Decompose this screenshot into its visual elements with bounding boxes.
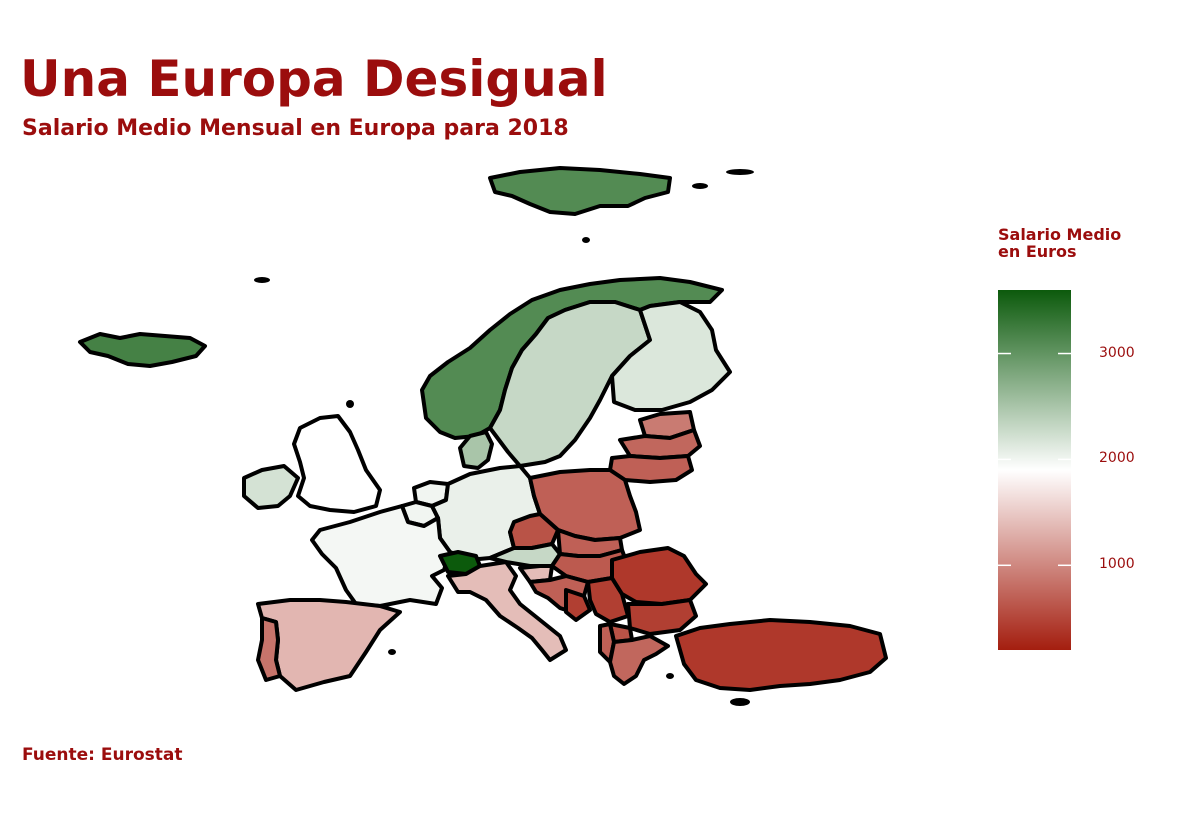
- country-bulgaria[interactable]: [626, 598, 698, 636]
- country-portugal[interactable]: [256, 616, 282, 682]
- country-italy[interactable]: [446, 560, 568, 662]
- legend-tick-label: 3000: [1099, 344, 1135, 361]
- islet-shape: [692, 183, 708, 189]
- islet-shape: [726, 169, 754, 175]
- islet-shape: [254, 277, 270, 283]
- country-iceland[interactable]: [78, 332, 207, 368]
- islet-shape: [730, 698, 750, 706]
- country-svalbard[interactable]: [488, 166, 672, 216]
- country-sweden[interactable]: [488, 300, 652, 468]
- country-slovenia[interactable]: [518, 564, 554, 584]
- islet-shape: [582, 237, 590, 243]
- chart-subtitle: Salario Medio Mensual en Europa para 201…: [22, 116, 569, 141]
- legend-title-line1: Salario Medio: [998, 225, 1122, 244]
- legend-title-line2: en Euros: [998, 242, 1077, 261]
- country-bosnia-and-herzegovina[interactable]: [564, 588, 592, 622]
- country-france[interactable]: [310, 504, 452, 608]
- country-united-kingdom[interactable]: [292, 414, 382, 514]
- country-greece[interactable]: [608, 634, 670, 686]
- islet-shape: [346, 400, 354, 408]
- country-denmark[interactable]: [458, 430, 494, 470]
- country-ireland[interactable]: [242, 464, 300, 510]
- legend-tick-label: 1000: [1099, 556, 1135, 573]
- islet-shape: [666, 673, 674, 679]
- country-finland[interactable]: [610, 300, 732, 412]
- legend-title: Salario Medio en Euros: [998, 226, 1148, 260]
- chart-title: Una Europa Desigual: [20, 50, 608, 108]
- country-turkey[interactable]: [674, 618, 888, 692]
- legend-tick-label: 2000: [1099, 450, 1135, 467]
- country-romania[interactable]: [610, 546, 708, 606]
- islet-shape: [388, 649, 396, 655]
- legend-colorbar: [998, 290, 1071, 650]
- source-caption: Fuente: Eurostat: [22, 745, 183, 765]
